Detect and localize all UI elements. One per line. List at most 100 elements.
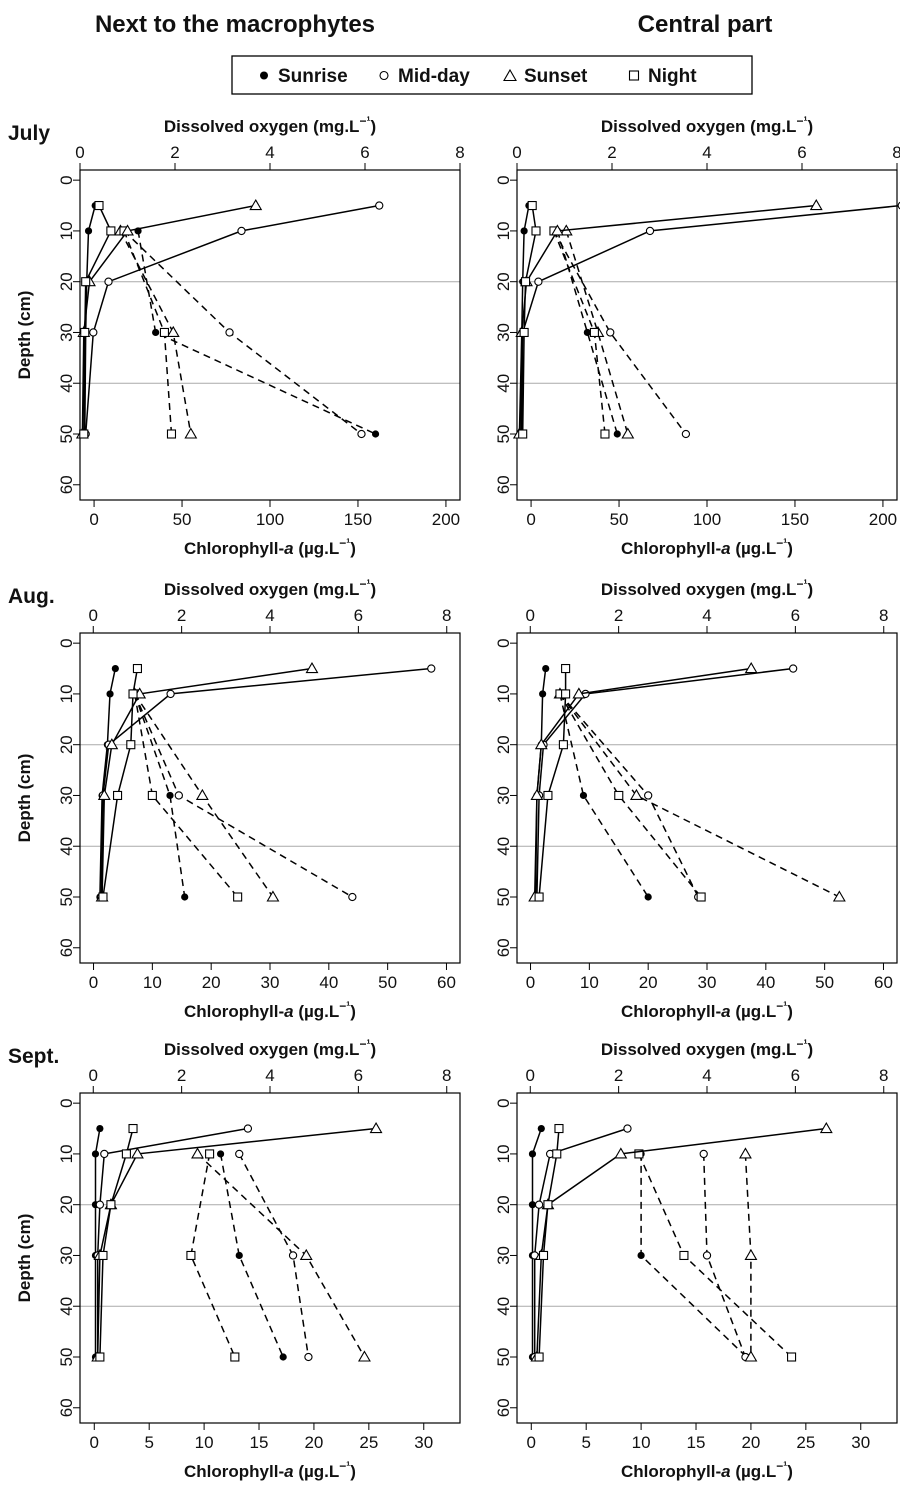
chlorophyll-point-midday — [702, 1251, 712, 1260]
oxygen-point-sunset — [97, 788, 111, 801]
chlorophyll-line-sunrise — [137, 230, 376, 435]
top-tick-label: 4 — [702, 1066, 711, 1085]
bottom-tick-label: 10 — [632, 1433, 651, 1452]
oxygen-series-midday — [532, 664, 798, 902]
chlorophyll-point-sunset — [738, 1147, 752, 1159]
oxygen-point-night — [106, 1200, 116, 1210]
legend-midday-label: Mid-day — [398, 66, 470, 87]
chlorophyll-point-sunset — [629, 788, 643, 801]
top-axis-label: Dissolved oxygen (mg.L−¹) — [601, 577, 813, 599]
y-tick-label: 60 — [494, 938, 513, 957]
oxygen-point-sunrise — [520, 227, 528, 235]
bottom-axis-label: Chlorophyll-a (µg.L−¹) — [621, 536, 793, 558]
oxygen-point-night — [558, 740, 568, 750]
oxygen-point-night — [113, 790, 123, 801]
chlorophyll-point-midday — [681, 429, 691, 439]
chlorophyll-point-midday — [606, 328, 615, 337]
chlorophyll-point-midday — [699, 1149, 708, 1159]
top-tick-label: 6 — [791, 1066, 800, 1085]
oxygen-point-midday — [645, 226, 655, 236]
chlorophyll-line-midday — [123, 230, 362, 435]
chlorophyll-point-sunset — [184, 427, 198, 439]
chlorophyll-point-night — [233, 892, 243, 902]
top-tick-label: 2 — [614, 1066, 623, 1085]
oxygen-point-sunrise — [542, 664, 550, 673]
oxygen-line-midday — [521, 204, 900, 435]
oxygen-point-night — [519, 327, 529, 338]
plot-frame — [79, 632, 461, 964]
bottom-tick-label: 30 — [261, 973, 280, 992]
oxygen-point-sunset — [121, 224, 134, 236]
oxygen-point-night — [552, 1149, 562, 1159]
plot-frame — [516, 169, 898, 501]
oxygen-line-sunset — [533, 667, 752, 898]
top-axis-label: Dissolved oxygen (mg.L−¹) — [164, 577, 376, 599]
chlorophyll-point-sunrise — [181, 893, 189, 901]
oxygen-point-midday — [166, 689, 175, 699]
oxygen-point-sunset — [534, 738, 548, 750]
chlorophyll-line-sunrise — [640, 1153, 748, 1358]
plot-frame — [516, 632, 898, 964]
bottom-tick-label: 5 — [581, 1433, 590, 1452]
chlorophyll-series-sunrise — [637, 1150, 751, 1361]
top-tick-label: 0 — [526, 606, 535, 625]
chlorophyll-line-midday — [553, 230, 687, 435]
y-tick-label: 20 — [57, 1195, 76, 1214]
chlorophyll-point-sunrise — [216, 1150, 225, 1158]
oxygen-series-night — [518, 200, 541, 439]
chlorophyll-point-sunset — [832, 890, 846, 902]
bottom-tick-label: 20 — [202, 973, 221, 992]
legend-sunset-label: Sunset — [524, 66, 588, 87]
bottom-tick-label: 150 — [344, 510, 372, 529]
chlorophyll-point-sunset — [166, 325, 180, 338]
chlorophyll-point-midday — [644, 791, 653, 800]
bottom-tick-label: 30 — [851, 1433, 870, 1452]
chlorophyll-series-sunset — [738, 1147, 758, 1362]
bottom-tick-label: 150 — [781, 510, 809, 529]
oxygen-point-midday — [623, 1124, 632, 1133]
bottom-tick-label: 0 — [89, 510, 98, 529]
oxygen-series-midday — [97, 664, 436, 902]
row-label: Aug. — [8, 585, 55, 608]
chlorophyll-point-night — [159, 327, 169, 338]
oxygen-point-night — [95, 1352, 105, 1362]
oxygen-series-midday — [517, 201, 900, 439]
panel-1-right: 0 10 20 30 40 50 60 0 2 4 6 8 Dissolved oxygen (mg.L… — [494, 114, 900, 558]
oxygen-series-midday — [93, 1124, 253, 1362]
chlorophyll-point-midday — [357, 429, 366, 439]
oxygen-point-sunrise — [96, 1124, 104, 1133]
bottom-tick-label: 200 — [432, 510, 460, 529]
chlorophyll-point-night — [147, 790, 157, 801]
y-tick-label: 20 — [57, 272, 76, 291]
y-tick-label: 30 — [494, 786, 513, 805]
chlorophyll-series-sunrise — [216, 1150, 287, 1361]
bottom-tick-label: 40 — [319, 973, 338, 992]
y-tick-label: 40 — [494, 837, 513, 856]
top-tick-label: 0 — [526, 1066, 535, 1085]
bottom-axis-label: Chlorophyll-a (µg.L−¹) — [621, 1459, 793, 1481]
bottom-tick-label: 0 — [89, 973, 98, 992]
oxygen-point-sunset — [744, 661, 758, 674]
top-tick-label: 0 — [512, 143, 521, 162]
chlorophyll-point-sunrise — [637, 1251, 645, 1260]
chlorophyll-point-sunrise — [371, 430, 380, 438]
y-axis-label: Depth (cm) — [15, 754, 34, 843]
legend-box — [231, 55, 753, 95]
oxygen-line-sunset — [536, 1127, 827, 1358]
oxygen-series-sunset — [530, 1121, 833, 1362]
oxygen-point-night — [518, 429, 528, 439]
oxygen-point-night — [554, 1123, 564, 1134]
y-tick-label: 10 — [494, 221, 513, 240]
chlorophyll-line-midday — [238, 1153, 310, 1358]
panel-2-right: 0 10 20 30 40 50 60 0 2 4 6 8 Dissolved oxygen (mg.L… — [494, 577, 898, 1021]
chlorophyll-point-sunrise — [279, 1353, 287, 1361]
top-tick-label: 2 — [607, 143, 616, 162]
oxygen-point-midday — [375, 201, 384, 210]
chlorophyll-series-night — [634, 1149, 797, 1362]
oxygen-point-night — [132, 663, 142, 674]
chlorophyll-line-sunrise — [559, 693, 649, 898]
chlorophyll-point-sunrise — [152, 328, 160, 337]
y-tick-label: 50 — [57, 1348, 76, 1367]
top-tick-label: 8 — [879, 1066, 888, 1085]
